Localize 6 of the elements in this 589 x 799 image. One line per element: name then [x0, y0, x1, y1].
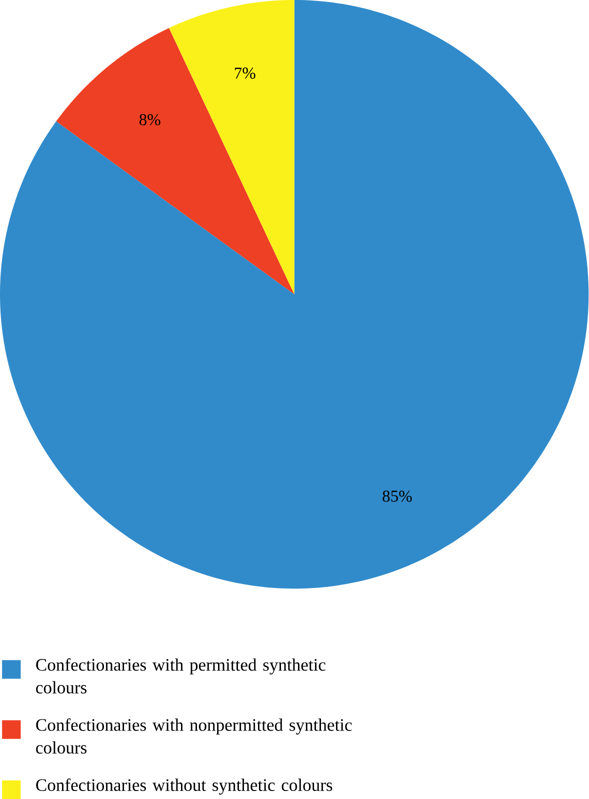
data-label: 7%: [235, 68, 256, 79]
data-label: 85%: [382, 490, 412, 502]
data-label: 8%: [140, 114, 160, 126]
legend-label: Confectionaries without synthetic colours: [36, 778, 332, 795]
legend-label: Confectionaries with nonpermitted synthetic colours: [36, 718, 352, 754]
legend-label: Confectionaries with permitted synthetic colours: [36, 658, 326, 694]
